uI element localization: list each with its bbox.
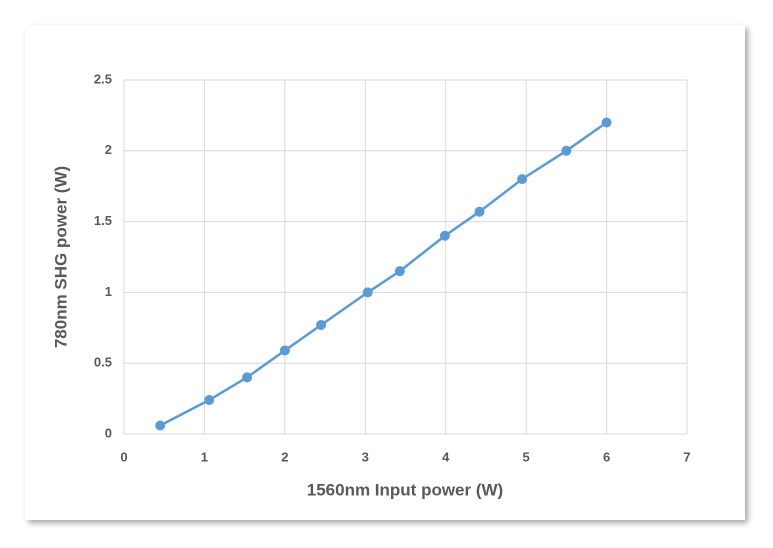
chart-card: [25, 25, 745, 520]
x-tick-label: 1: [201, 449, 208, 464]
data-point: [474, 206, 485, 217]
data-point: [601, 117, 612, 128]
y-tick-label: 0.5: [94, 355, 112, 370]
x-tick-label: 4: [442, 449, 450, 464]
data-point: [517, 174, 528, 185]
data-point: [362, 287, 373, 298]
x-tick-label: 2: [281, 449, 288, 464]
data-point: [394, 266, 405, 277]
y-tick-label: 1.5: [94, 213, 112, 228]
x-tick-label: 3: [362, 449, 369, 464]
x-tick-label: 7: [683, 449, 690, 464]
data-line: [159, 121, 608, 427]
y-tick-label: 0: [105, 425, 112, 440]
data-point: [439, 230, 450, 241]
y-axis-title: 780nm SHG power (W): [51, 166, 70, 348]
y-tick-label: 1: [105, 284, 112, 299]
x-tick-label: 6: [603, 449, 610, 464]
data-point: [204, 395, 215, 406]
x-tick-label: 0: [120, 449, 127, 464]
data-point: [561, 145, 572, 156]
x-axis-title: 1560nm Input power (W): [307, 480, 503, 499]
x-tick-label: 5: [523, 449, 530, 464]
y-tick-label: 2.5: [94, 71, 112, 86]
y-tick-label: 2: [105, 142, 112, 157]
data-point: [279, 345, 290, 356]
data-point: [242, 372, 253, 383]
data-point: [316, 319, 327, 330]
data-point: [155, 420, 166, 431]
